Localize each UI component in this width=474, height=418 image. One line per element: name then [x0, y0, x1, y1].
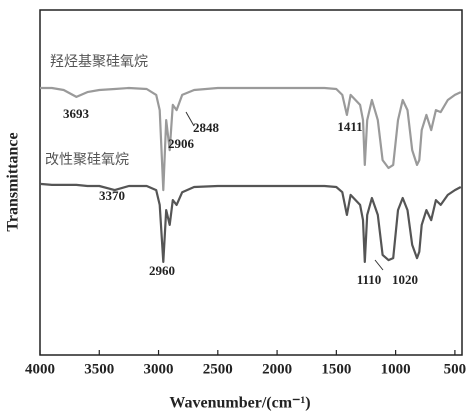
x-tick-label: 2500	[203, 361, 233, 377]
spectrum-line	[40, 86, 462, 192]
peak-label: 1110	[357, 272, 382, 287]
x-tick-label: 1000	[381, 361, 411, 377]
y-axis-label: Transmittance	[5, 132, 22, 231]
x-tick-label: 500	[444, 361, 467, 377]
x-tick-label: 3000	[144, 361, 174, 377]
x-tick-label: 4000	[25, 361, 55, 377]
peak-label: 2848	[193, 120, 220, 135]
plot-frame	[39, 9, 463, 356]
x-axis-label: Wavenumber/(cm⁻¹)	[169, 395, 310, 412]
leader	[374, 259, 384, 271]
series-label: 羟烃基聚硅氧烷	[50, 53, 148, 70]
x-tick-label: 1500	[321, 361, 351, 377]
leader	[185, 111, 195, 127]
spectrum-line	[39, 182, 462, 263]
series-label: 改性聚硅氧烷	[45, 152, 129, 168]
peak-label: 3693	[63, 106, 90, 121]
peak-label: 2960	[149, 263, 175, 278]
peak-label: 1020	[392, 272, 418, 287]
peak-label: 3370	[99, 188, 125, 203]
peak-label: 1411	[337, 119, 362, 134]
x-tick-label: 3500	[84, 361, 114, 377]
peak-label: 2906	[168, 136, 195, 151]
x-tick-label: 2000	[262, 361, 292, 377]
